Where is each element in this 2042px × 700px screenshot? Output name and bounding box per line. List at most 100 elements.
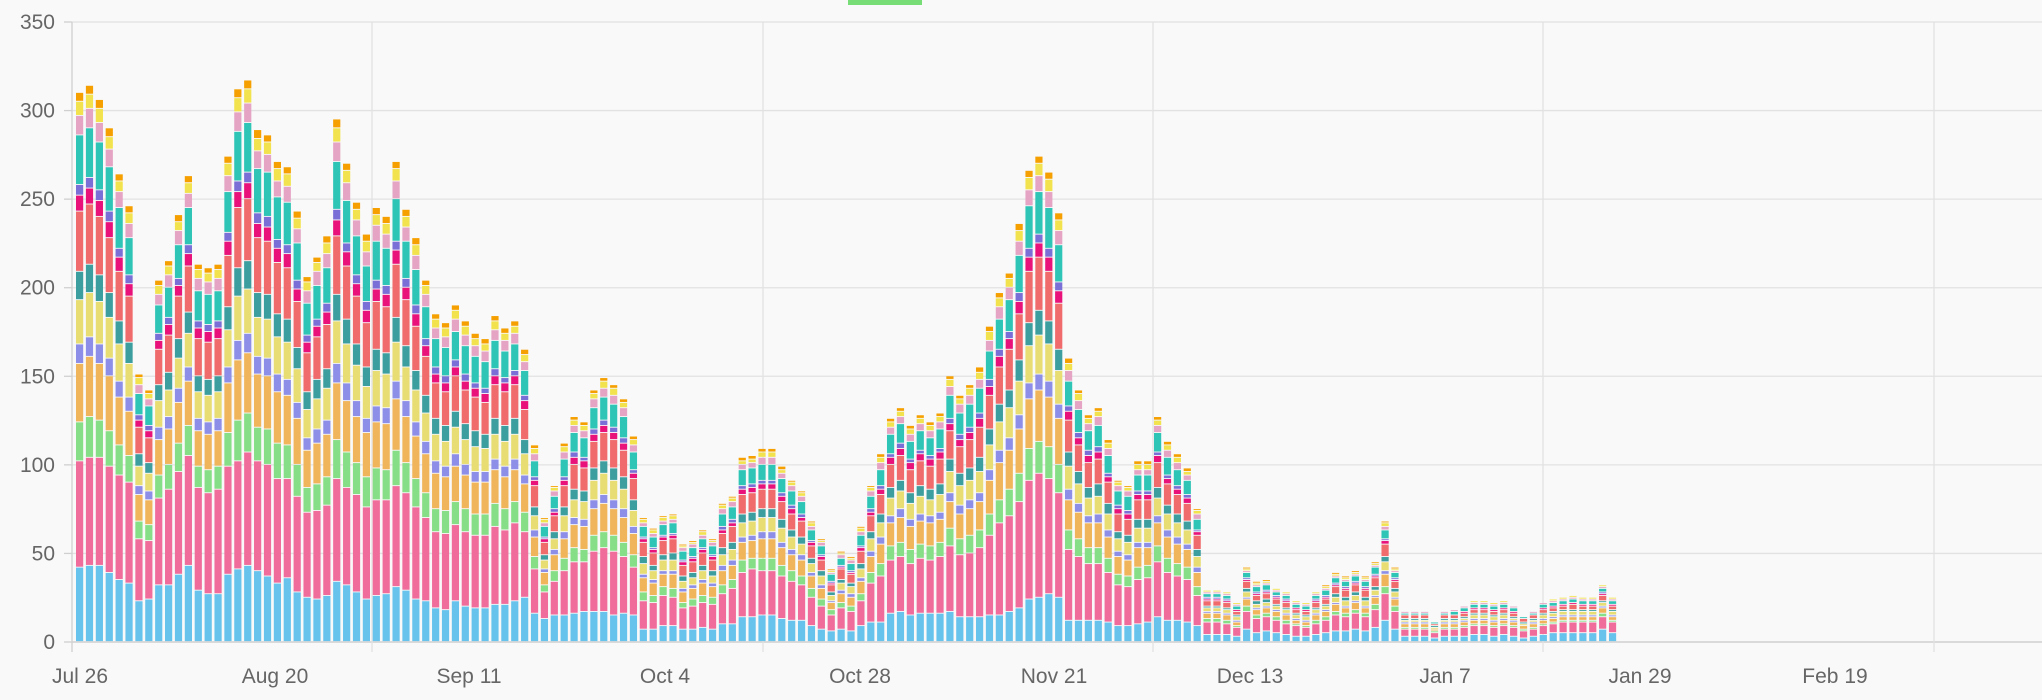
bar-segment [1490, 606, 1498, 610]
bar-segment [145, 390, 153, 394]
bar-segment [1144, 491, 1152, 495]
bar-segment [610, 388, 618, 395]
bar-segment [649, 530, 657, 534]
bar-segment [1579, 617, 1587, 620]
bar-segment [1599, 601, 1607, 603]
bar-segment [857, 626, 865, 642]
bar-segment [1391, 629, 1399, 642]
bar-segment [76, 422, 84, 461]
bar-segment [135, 601, 143, 642]
bar-segment [174, 296, 183, 339]
bar-segment [817, 576, 825, 585]
bar-stack [718, 503, 727, 642]
bar-segment [481, 482, 489, 514]
bar-segment [273, 197, 281, 239]
bar-segment [352, 202, 361, 209]
bar-segment [906, 564, 914, 615]
bar-segment [1480, 610, 1488, 613]
bar-segment [1183, 475, 1191, 480]
bar-segment [966, 509, 974, 535]
bar-segment [1134, 519, 1142, 528]
bar-stack [530, 445, 539, 642]
bar-segment [857, 564, 865, 569]
bar-segment [1163, 505, 1172, 514]
bar-stack [1193, 509, 1201, 642]
bar-segment [76, 184, 84, 195]
bar-segment [718, 571, 727, 585]
bar-segment [461, 374, 469, 381]
bar-segment [669, 539, 677, 553]
bar-segment [788, 571, 796, 581]
bar-segment [699, 603, 707, 627]
bar-segment [1025, 248, 1033, 257]
bar-segment [738, 464, 746, 470]
bar-segment [570, 457, 578, 464]
bar-segment [570, 464, 578, 489]
bar-segment [471, 471, 479, 482]
bar-stack [689, 541, 697, 642]
bar-segment [580, 431, 588, 438]
bar-segment [165, 429, 173, 464]
bar-segment [204, 282, 212, 294]
bar-segment [1183, 530, 1191, 544]
bar-segment [461, 606, 469, 642]
bar-segment [234, 89, 242, 98]
bar-segment [1549, 606, 1557, 608]
bar-segment [550, 509, 558, 512]
bar-segment [1312, 624, 1320, 635]
bar-segment [303, 335, 311, 342]
bar-segment [95, 200, 103, 216]
bar-segment [540, 618, 549, 642]
bar-segment [85, 94, 94, 108]
bar-segment [936, 429, 944, 449]
bar-segment [629, 452, 638, 470]
bar-segment [402, 417, 410, 463]
bar-segment [1302, 611, 1310, 615]
bar-segment [481, 471, 489, 482]
bar-segment [590, 390, 598, 394]
bar-segment [916, 521, 924, 544]
bar-segment [946, 611, 954, 642]
bar-segment [1599, 587, 1607, 588]
bar-segment [244, 183, 252, 199]
bar-segment [501, 351, 509, 378]
bar-segment [610, 615, 618, 642]
bar-segment [936, 512, 944, 519]
bar-segment [797, 544, 806, 555]
bar-segment [1312, 603, 1320, 608]
bar-segment [1193, 556, 1201, 567]
bar-segment [521, 409, 529, 440]
bar-segment [649, 571, 657, 580]
bar-segment [1272, 620, 1280, 633]
bar-segment [432, 434, 440, 461]
bar-segment [610, 427, 618, 433]
bar-segment [1134, 542, 1142, 548]
bar-segment [1539, 603, 1547, 604]
bar-segment [293, 218, 301, 229]
bar-segment [1173, 463, 1181, 470]
bar-segment [728, 588, 736, 624]
bar-segment [896, 408, 905, 411]
bar-segment [471, 447, 479, 472]
bar-segment [283, 578, 291, 642]
bar-segment [896, 542, 905, 557]
bar-segment [867, 583, 875, 622]
bar-segment [1332, 597, 1340, 603]
bar-segment [966, 617, 974, 642]
bar-segment [95, 122, 103, 142]
bar-segment [511, 502, 519, 523]
bar-segment [1223, 599, 1231, 601]
bar-segment [768, 464, 776, 480]
bar-segment [125, 275, 133, 284]
bar-segment [76, 211, 84, 271]
bar-segment [1351, 595, 1360, 601]
bar-segment [847, 564, 855, 571]
bar-segment [1144, 548, 1152, 565]
bar-segment [1608, 615, 1617, 617]
bar-segment [659, 555, 667, 560]
bar-segment [956, 539, 964, 555]
bar-segment [1094, 447, 1102, 452]
bar-segment [1371, 597, 1379, 604]
bar-segment [926, 489, 934, 500]
bar-stack [1490, 603, 1498, 642]
